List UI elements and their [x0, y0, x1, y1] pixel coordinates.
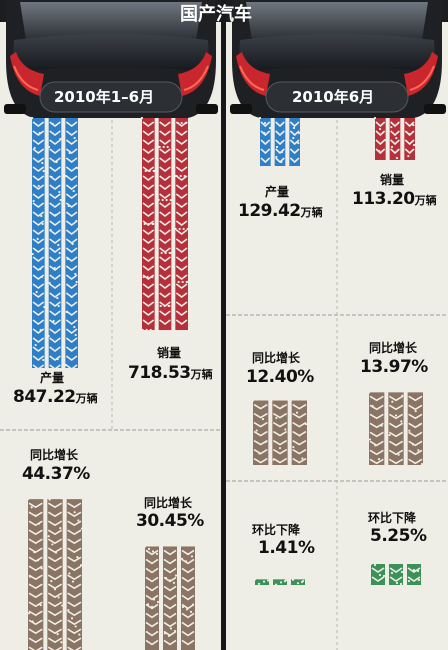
june-sales-yoy-label: 同比增长 [369, 341, 418, 355]
production-value-row: 847.22万辆 [13, 389, 98, 406]
header-pill-right [265, 81, 409, 113]
june-production-yoy-value: 12.40% [246, 367, 314, 387]
header-pill-left [39, 81, 183, 113]
june-sales-yoy-value: 13.97% [360, 357, 428, 377]
sales-yoy-value: 30.45% [136, 511, 204, 531]
column-divider [221, 0, 226, 650]
june-sales-tire-track [373, 116, 416, 160]
production-yoy-value: 44.37% [22, 464, 90, 484]
sales-value: 718.53 [128, 363, 191, 383]
sales-unit: 万辆 [190, 368, 213, 381]
june-production-yoy-label: 同比增长 [252, 351, 301, 365]
june-production-value: 129.42 [238, 201, 301, 221]
june-sales-label: 销量 [380, 173, 405, 187]
june-production-yoy-tire-track [251, 399, 308, 465]
sales-tire-track [140, 116, 189, 332]
tire-tracks [26, 116, 424, 650]
june-production-label: 产量 [265, 185, 290, 199]
production-yoy-tire-track [26, 498, 84, 650]
june-sales-value: 113.20 [352, 189, 415, 209]
june-production-mom-value: 1.41% [258, 538, 315, 558]
sales-yoy-label: 同比增长 [144, 496, 193, 510]
period-header-left: 2010年1–6月 [54, 88, 155, 106]
sales-yoy-tire-track [143, 545, 195, 650]
june-sales-mom-label: 环比下降 [368, 511, 417, 525]
june-production-unit: 万辆 [300, 206, 323, 219]
page-title: 国产汽车 [180, 4, 252, 25]
period-header-right: 2010年6月 [292, 88, 375, 106]
june-production-mom-label: 环比下降 [252, 523, 301, 537]
sales-label: 销量 [157, 346, 182, 360]
june-sales-value-row: 113.20万辆 [352, 191, 437, 208]
june-production-tire-track [258, 116, 301, 166]
june-production-value-row: 129.42万辆 [238, 203, 323, 220]
production-label: 产量 [40, 371, 65, 385]
sales-value-row: 718.53万辆 [128, 365, 213, 382]
production-unit: 万辆 [75, 392, 98, 405]
june-sales-mom-value: 5.25% [370, 526, 427, 546]
june-sales-mom-tire-track [369, 562, 421, 586]
production-value: 847.22 [13, 387, 76, 407]
june-production-mom-tire-track [253, 578, 305, 586]
june-sales-yoy-tire-track [367, 391, 424, 466]
production-tire-track [30, 116, 79, 371]
june-sales-unit: 万辆 [414, 194, 437, 207]
production-yoy-label: 同比增长 [30, 448, 79, 462]
